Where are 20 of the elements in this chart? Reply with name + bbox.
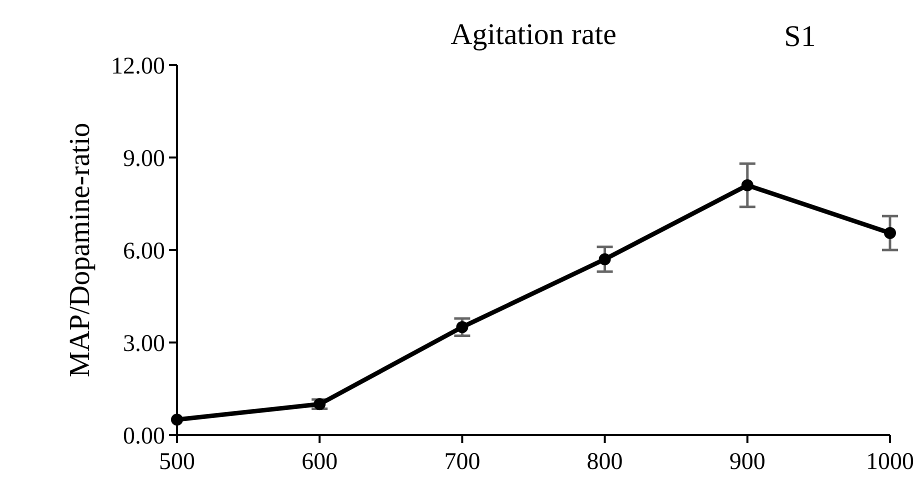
text: S1 <box>784 20 816 53</box>
point <box>314 398 326 410</box>
y-tick-label: 12.00 <box>111 53 165 80</box>
y-tick-label: 0.00 <box>123 423 165 450</box>
x-tick-label: 600 <box>302 449 338 475</box>
chart-title: Agitation rate <box>450 18 616 51</box>
point <box>598 253 611 266</box>
point <box>884 227 896 240</box>
x-tick-label: 800 <box>586 449 623 475</box>
point <box>456 321 468 334</box>
y-tick-label: 3.00 <box>123 330 165 357</box>
y-tick-label: 6.00 <box>123 238 165 264</box>
x-tick-label: 500 <box>159 449 195 475</box>
x-tick-label: 900 <box>729 449 766 475</box>
x-tick-label: 1000 <box>866 449 914 475</box>
y-axis-title: MAP/Dopamine-ratio <box>64 122 96 378</box>
point <box>171 414 183 426</box>
y-tick-label: 9.00 <box>123 146 165 172</box>
x-tick-label: 700 <box>444 449 480 475</box>
point <box>741 179 754 192</box>
